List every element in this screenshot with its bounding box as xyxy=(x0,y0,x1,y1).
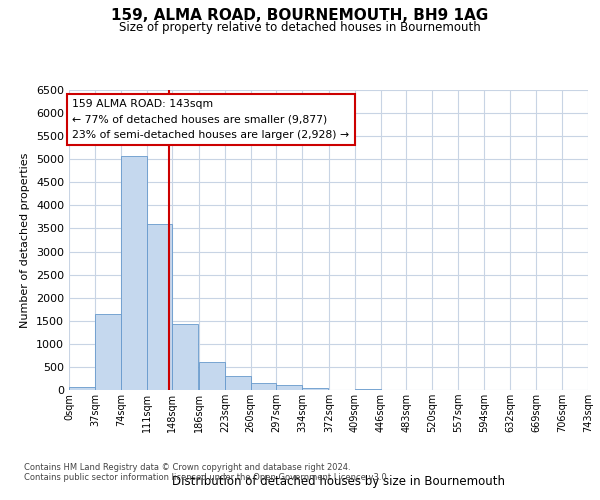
Bar xyxy=(146,224,172,390)
Bar xyxy=(302,388,328,390)
Bar xyxy=(172,324,198,390)
Bar xyxy=(251,383,277,390)
Text: Distribution of detached houses by size in Bournemouth: Distribution of detached houses by size … xyxy=(172,474,505,488)
Bar xyxy=(121,156,146,390)
Y-axis label: Number of detached properties: Number of detached properties xyxy=(20,152,31,328)
Bar xyxy=(277,386,302,390)
Bar xyxy=(355,388,380,390)
Bar xyxy=(95,314,121,390)
Bar xyxy=(69,386,95,390)
Bar xyxy=(225,376,251,390)
Text: 159, ALMA ROAD, BOURNEMOUTH, BH9 1AG: 159, ALMA ROAD, BOURNEMOUTH, BH9 1AG xyxy=(112,8,488,22)
Text: 159 ALMA ROAD: 143sqm
← 77% of detached houses are smaller (9,877)
23% of semi-d: 159 ALMA ROAD: 143sqm ← 77% of detached … xyxy=(73,99,350,140)
Bar xyxy=(199,362,225,390)
Text: Contains public sector information licensed under the Open Government Licence v3: Contains public sector information licen… xyxy=(24,472,389,482)
Text: Contains HM Land Registry data © Crown copyright and database right 2024.: Contains HM Land Registry data © Crown c… xyxy=(24,462,350,471)
Text: Size of property relative to detached houses in Bournemouth: Size of property relative to detached ho… xyxy=(119,21,481,34)
